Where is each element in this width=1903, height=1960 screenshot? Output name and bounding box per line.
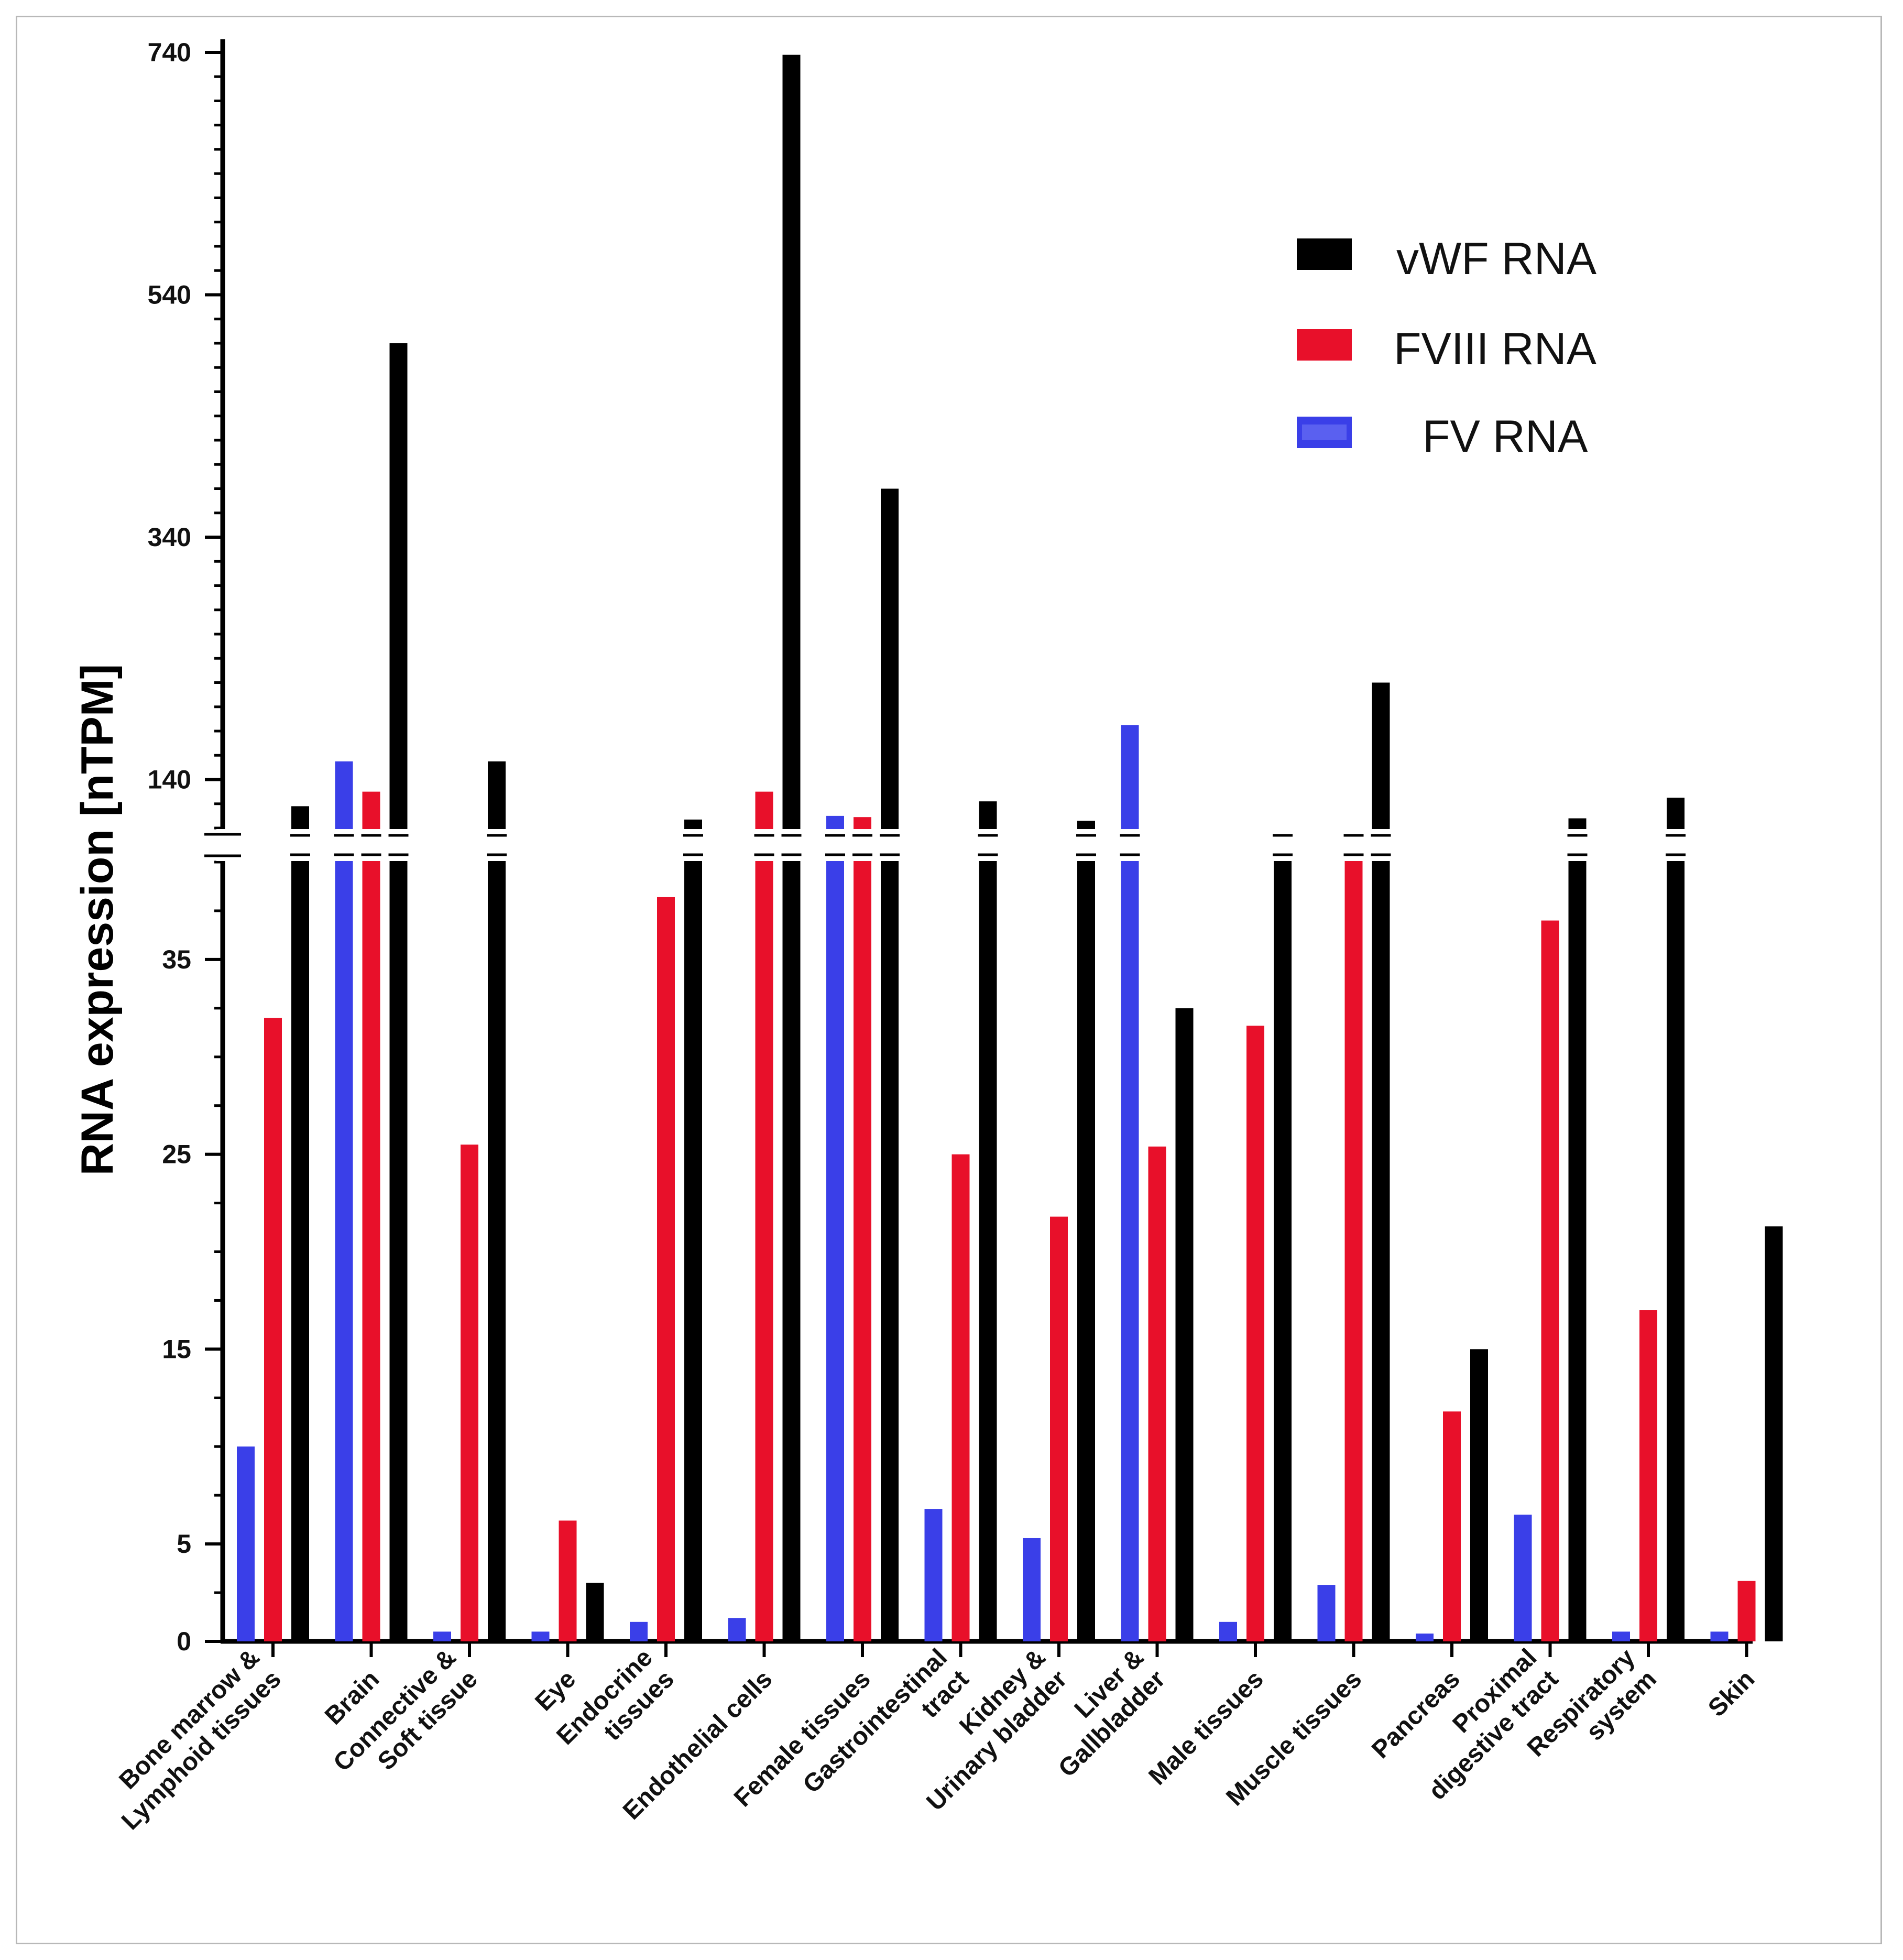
- legend-swatch-fviii: [1297, 329, 1352, 361]
- x-tick-label: Bone marrow &Lymphoid tissues: [114, 1643, 286, 1835]
- bar-break-gap: [359, 829, 384, 861]
- bar: [881, 488, 899, 1641]
- bar: [826, 815, 844, 1641]
- legend-swatch-vwf: [1297, 238, 1352, 270]
- bar: [952, 1154, 970, 1641]
- bar: [1710, 1631, 1729, 1641]
- bar-break-gap: [1341, 829, 1366, 861]
- bar-break-gap: [681, 829, 705, 861]
- y-tick-label: 5: [177, 1529, 191, 1559]
- bar: [1737, 1581, 1756, 1641]
- bar: [1148, 1146, 1166, 1641]
- bar: [1470, 1349, 1488, 1641]
- bar: [1077, 821, 1095, 1641]
- bar: [657, 897, 675, 1641]
- y-tick-label: 340: [148, 522, 191, 552]
- x-tick-label-line: Skin: [1703, 1665, 1760, 1722]
- bar: [728, 1618, 746, 1641]
- x-tick-label: Connective &Soft tissue: [328, 1643, 483, 1777]
- bar: [586, 1583, 604, 1641]
- bar-break-gap: [485, 829, 509, 861]
- bar-break-gap: [850, 829, 874, 861]
- bar: [1667, 798, 1685, 1641]
- bar: [362, 791, 380, 1641]
- bar-break-gap: [1271, 829, 1295, 861]
- y-axis-label: RNA expression [nTPM]: [72, 664, 123, 1175]
- bar-break-gap: [1074, 829, 1098, 861]
- bar: [979, 801, 997, 1641]
- y-tick-label: 740: [148, 38, 191, 67]
- y-tick-label: 0: [177, 1627, 191, 1656]
- y-tick-label: 15: [162, 1334, 191, 1364]
- bar: [264, 1018, 282, 1641]
- bar: [389, 343, 408, 1641]
- bar: [1175, 1008, 1194, 1641]
- bar-break-gap: [1565, 829, 1590, 861]
- bar: [1568, 818, 1587, 1641]
- y-tick-label: 540: [148, 280, 191, 310]
- bar-break-gap: [332, 829, 356, 861]
- bar-break-gap: [1118, 829, 1142, 861]
- bar-break-gap: [386, 829, 411, 861]
- bar: [1639, 1310, 1657, 1641]
- bar-break-gap: [1664, 829, 1688, 861]
- bar: [1121, 725, 1139, 1641]
- bar-break-gap: [288, 829, 312, 861]
- legend-label-fv: FV RNA: [1423, 411, 1588, 462]
- bar: [291, 806, 309, 1641]
- bar: [559, 1520, 577, 1641]
- y-tick-label: 25: [162, 1140, 191, 1169]
- bar: [1274, 836, 1292, 1641]
- bar: [335, 761, 353, 1641]
- bar: [531, 1631, 550, 1641]
- legend-label-fviii: FVIII RNA: [1394, 324, 1597, 374]
- bar: [1416, 1634, 1434, 1641]
- x-tick-label-line: Pancreas: [1366, 1665, 1465, 1763]
- legend-label-vwf: vWF RNA: [1396, 234, 1597, 284]
- bar-break-gap: [779, 829, 804, 861]
- bar: [1050, 1216, 1068, 1641]
- bar: [1246, 1026, 1264, 1641]
- bar-break-gap: [976, 829, 1000, 861]
- bar: [1514, 1515, 1532, 1641]
- bar: [1443, 1411, 1461, 1641]
- bars-layer: [237, 55, 1783, 1641]
- bar-break-gap: [878, 829, 902, 861]
- bar: [1765, 1226, 1783, 1641]
- bar: [630, 1621, 648, 1641]
- bar: [684, 819, 702, 1641]
- bar: [461, 1145, 478, 1641]
- axis-break-layer: [204, 829, 1688, 861]
- bar: [1023, 1538, 1041, 1641]
- bar: [924, 1509, 943, 1641]
- bar: [1344, 839, 1363, 1641]
- bar: [237, 1446, 255, 1641]
- x-tick-label: Liver &Gallbladder: [1053, 1643, 1171, 1782]
- legend-swatch-fv-inner: [1302, 424, 1347, 440]
- bar: [433, 1631, 451, 1641]
- x-tick-label: Pancreas: [1366, 1665, 1465, 1763]
- x-tick-label: Skin: [1703, 1665, 1760, 1722]
- bar: [488, 761, 506, 1641]
- bar: [1541, 920, 1559, 1641]
- y-tick-label: 140: [148, 765, 191, 794]
- y-tick-label: 35: [162, 945, 191, 974]
- bar: [755, 791, 773, 1641]
- bar-break-gap: [823, 829, 847, 861]
- bar: [1372, 682, 1390, 1641]
- legend: vWF RNA FVIII RNA FV RNA: [1297, 234, 1597, 462]
- bar: [854, 817, 871, 1641]
- bar: [1219, 1621, 1237, 1641]
- bar-break-gap: [1369, 829, 1393, 861]
- bar: [1317, 1585, 1336, 1641]
- figure-frame: [16, 16, 1882, 1944]
- bar: [1612, 1631, 1630, 1641]
- bar-break-gap: [752, 829, 776, 861]
